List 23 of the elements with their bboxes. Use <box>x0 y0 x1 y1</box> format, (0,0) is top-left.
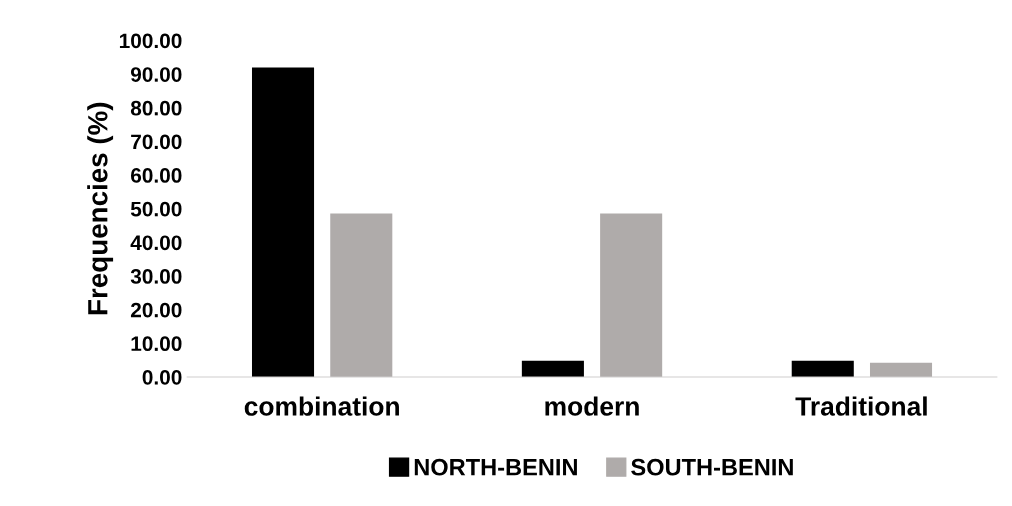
y-tick-label: 20.00 <box>130 302 182 318</box>
y-tick-label: 60.00 <box>130 168 182 183</box>
bar <box>251 67 315 377</box>
legend-label: SOUTH-BENIN <box>631 458 793 476</box>
y-tick-label: 30.00 <box>130 269 182 284</box>
bar <box>600 213 663 377</box>
bar <box>521 360 584 377</box>
x-tick-label: Traditional <box>795 396 927 416</box>
y-tick-label: 0.00 <box>142 369 182 385</box>
bar <box>330 213 393 377</box>
y-tick-label: 70.00 <box>131 134 182 150</box>
bar <box>791 360 854 377</box>
x-tick-label: combination <box>244 396 399 416</box>
y-tick-label: 50.00 <box>130 201 182 217</box>
y-tick-label: 40.00 <box>130 235 182 251</box>
y-tick-label: 100.00 <box>119 33 182 49</box>
x-tick-label: modern <box>545 396 639 416</box>
y-tick-label: 80.00 <box>130 100 182 116</box>
legend-label: NORTH-BENIN <box>414 458 577 476</box>
bar <box>869 362 933 377</box>
y-tick-label: 90.00 <box>130 67 182 82</box>
y-axis-title: Frequencies (%) <box>87 102 114 315</box>
y-tick-label: 10.00 <box>131 336 182 352</box>
